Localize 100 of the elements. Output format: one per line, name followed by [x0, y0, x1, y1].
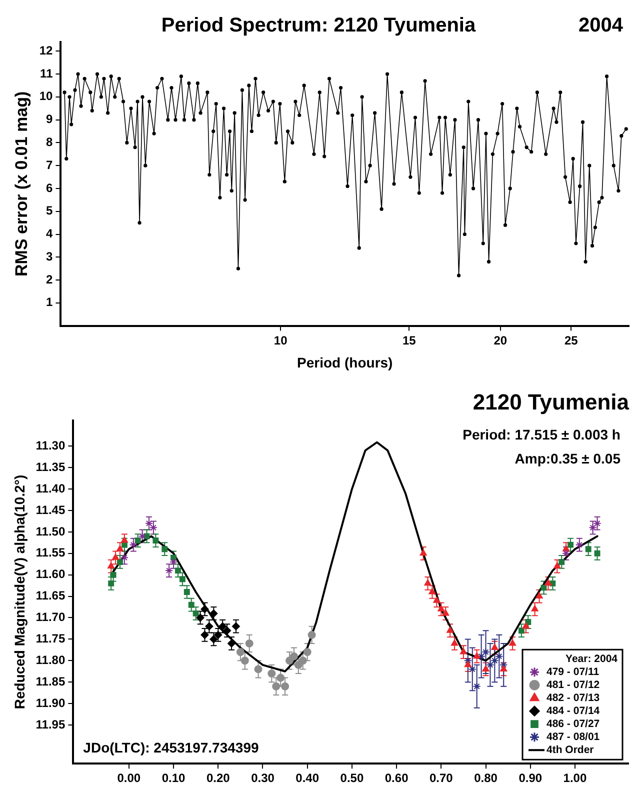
chart-title: Period Spectrum: 2120 Tyumenia	[161, 14, 476, 37]
point	[491, 644, 498, 650]
point	[433, 596, 440, 603]
y-tick-label: 7	[46, 158, 54, 172]
point	[290, 652, 298, 660]
x-tick-label: 0.20	[206, 771, 230, 786]
point	[272, 682, 280, 690]
legend-label: 486 - 07/27	[546, 718, 600, 730]
x-tick-label: 0.50	[340, 771, 364, 786]
x-tick-label: 0.60	[384, 771, 409, 786]
legend-label: 481 - 07/12	[546, 678, 600, 691]
y-tick-label: 5	[46, 204, 54, 218]
point	[152, 538, 159, 544]
point	[508, 639, 516, 646]
x-axis-title: Period (hours)	[297, 354, 393, 370]
point	[179, 576, 186, 582]
y-axis-title: Reduced Magnitude(V) alpha(10.2°)	[11, 474, 28, 710]
x-tick-label: 0.90	[518, 771, 542, 786]
point	[575, 540, 584, 549]
point	[536, 592, 543, 599]
point	[210, 635, 218, 644]
x-tick-label: 0.80	[474, 771, 498, 786]
point	[562, 545, 570, 552]
point	[585, 546, 592, 552]
y-tick-label: 11.90	[36, 696, 66, 710]
y-tick-label: 11.65	[36, 588, 66, 603]
point	[120, 536, 128, 543]
point	[568, 542, 574, 548]
x-tick-label: 0.40	[296, 771, 320, 786]
text: 2004	[578, 14, 624, 37]
point	[460, 648, 467, 654]
point	[162, 546, 168, 552]
point	[482, 648, 490, 656]
point	[108, 580, 114, 586]
annotation: Period: 17.515 ± 0.003 h	[462, 426, 620, 442]
point	[451, 639, 458, 646]
point	[500, 665, 508, 672]
point	[192, 610, 199, 616]
point	[138, 532, 146, 540]
x-tick-label: 0.30	[251, 771, 275, 786]
point	[120, 554, 128, 562]
point	[308, 630, 316, 639]
point	[200, 630, 209, 639]
y-tick-label: 10	[39, 89, 54, 104]
point	[184, 589, 190, 595]
point	[490, 656, 499, 665]
point	[112, 554, 120, 560]
point	[108, 562, 115, 569]
y-tick-label: 11	[40, 66, 54, 80]
point	[254, 665, 262, 674]
y-axis-title: RMS error (x 0.01 mag)	[12, 91, 31, 276]
x-tick-label: 15	[402, 333, 416, 348]
point	[303, 648, 312, 656]
annotation: JDo(LTC): 2453197.734399	[83, 739, 259, 756]
point	[438, 605, 445, 612]
point	[468, 665, 476, 674]
point	[117, 558, 123, 565]
y-tick-label: 11.50	[36, 524, 66, 538]
x-tick-label: 0.10	[162, 771, 186, 786]
point	[464, 660, 472, 668]
point	[298, 656, 307, 665]
point	[473, 652, 480, 659]
y-tick-label: 12	[39, 43, 54, 58]
point	[228, 639, 236, 648]
y-tick-label: 11.60	[36, 567, 66, 582]
x-tick-label: 1.00	[563, 771, 587, 786]
point	[420, 549, 427, 556]
y-tick-label: 11.40	[36, 481, 66, 496]
point	[205, 622, 214, 630]
point	[276, 674, 285, 682]
y-tick-label: 4	[46, 226, 54, 241]
annotation: Amp:0.35 ± 0.05	[514, 450, 621, 466]
point	[428, 588, 436, 594]
y-tick-label: 11.35	[36, 460, 66, 474]
point	[588, 524, 597, 532]
y-tick-label: 11.55	[36, 546, 66, 560]
legend-label: 482 - 07/13	[546, 692, 600, 704]
x-tick-label: 0.70	[429, 771, 454, 786]
point	[223, 626, 232, 635]
legend-label: 484 - 07/14	[546, 704, 600, 717]
point	[500, 660, 508, 669]
y-tick-label: 11.95	[36, 717, 66, 732]
y-tick-label: 11.85	[36, 674, 66, 688]
point	[200, 605, 209, 614]
point	[531, 605, 538, 612]
y-tick-label: 1	[46, 295, 54, 310]
x-tick-label: 25	[564, 333, 578, 348]
point	[240, 656, 249, 665]
point	[482, 665, 490, 672]
legend-label: 479 - 07/11	[546, 666, 600, 678]
point	[522, 622, 530, 629]
point	[495, 652, 504, 660]
point	[518, 628, 524, 634]
point	[424, 579, 432, 586]
point	[594, 550, 600, 556]
point	[486, 660, 494, 669]
point	[281, 682, 290, 690]
point	[175, 568, 181, 574]
y-tick-label: 11.30	[36, 438, 66, 452]
x-tick-label: 10	[274, 333, 288, 348]
